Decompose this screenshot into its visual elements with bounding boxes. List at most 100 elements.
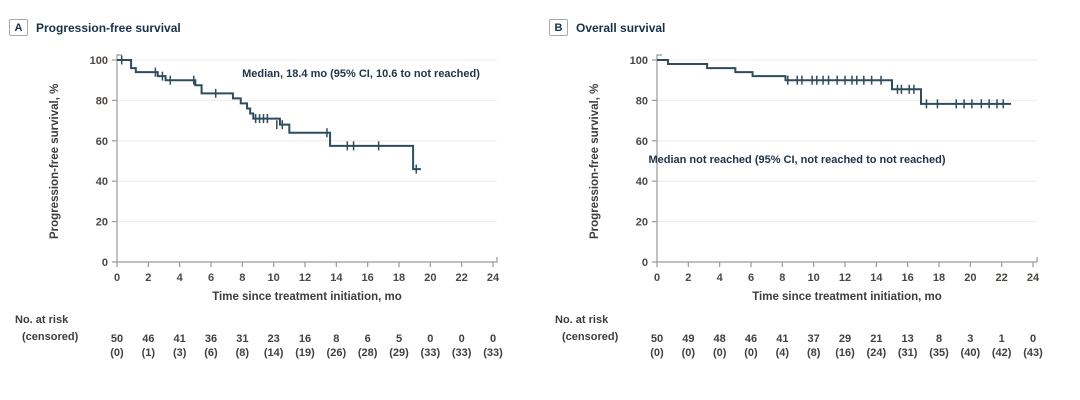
at-risk-count: 29: [839, 333, 851, 345]
at-risk-count: 16: [299, 333, 311, 345]
x-axis-ticks: 0 2 4 6 8 10 12 14 16 18 20 22 24: [114, 262, 500, 284]
at-risk-label-line2: (censored): [22, 331, 79, 343]
panel-a-y-axis-title: Progression-free survival, %: [49, 83, 61, 239]
censored-count: (19): [295, 347, 315, 359]
at-risk-count: 46: [745, 333, 757, 345]
censored-count: (4): [776, 347, 790, 359]
x-tick-label: 18: [393, 272, 405, 284]
x-tick-label: 10: [808, 272, 820, 284]
x-axis-ticks: 0 2 4 6 8 10 12 14 16 18 20 22 24: [654, 262, 1040, 284]
panel-b-y-axis-title: Progression-free survival, %: [589, 83, 601, 239]
at-risk-label-line1: No. at risk: [15, 314, 69, 326]
censored-count: (3): [173, 347, 187, 359]
at-risk-count: 46: [142, 333, 154, 345]
at-risk-count: 50: [651, 333, 663, 345]
x-tick-label: 10: [268, 272, 280, 284]
censored-count: (0): [682, 347, 696, 359]
y-tick-label: 80: [96, 95, 108, 107]
at-risk-table: 50(0)46(1)41(3)36(6)31(8)23(14)16(19)8(2…: [110, 333, 503, 359]
panel-progression-free-survival: 0 20 40 60 80 100 0 2 4 6 8 10 12 14 16 18 20 22 24 50 (0) 46…: [9, 19, 503, 359]
y-axis-ticks: 0 20 40 60 80 100: [630, 55, 657, 269]
x-tick-label: 16: [362, 272, 374, 284]
y-tick-label: 60: [96, 136, 108, 148]
panel-a-title: Progression-free survival: [36, 20, 181, 35]
panel-a-key-badge: A: [9, 19, 28, 36]
at-risk-count: 0: [459, 333, 465, 345]
at-risk-count: 50: [111, 333, 123, 345]
panel-a-median-annotation: Median, 18.4 mo (95% CI, 10.6 to not rea…: [242, 68, 480, 80]
censored-count: (33): [452, 347, 472, 359]
censored-count: (28): [358, 347, 378, 359]
censored-count: (33): [421, 347, 441, 359]
censored-count: (16): [835, 347, 855, 359]
axes: [116, 54, 498, 263]
x-tick-label: 14: [330, 272, 343, 284]
at-risk-count: 1: [999, 333, 1005, 345]
at-risk-count: 0: [427, 333, 433, 345]
panel-b-header: B Overall survival: [549, 19, 665, 36]
y-tick-label: 0: [102, 257, 108, 269]
at-risk-label-line2: (censored): [562, 331, 619, 343]
y-tick-label: 20: [636, 217, 648, 229]
x-tick-label: 8: [779, 272, 785, 284]
gridlines: [657, 59, 1037, 223]
censored-count: (8): [807, 347, 821, 359]
panel-b-title: Overall survival: [576, 20, 666, 35]
at-risk-count: 23: [268, 333, 280, 345]
at-risk-count: 37: [808, 333, 820, 345]
x-tick-label: 2: [145, 272, 151, 284]
x-tick-label: 22: [456, 272, 468, 284]
y-tick-label: 100: [630, 55, 648, 67]
at-risk-count: 13: [902, 333, 914, 345]
y-tick-label: 80: [636, 95, 648, 107]
at-risk-count: 3: [967, 333, 973, 345]
y-tick-label: 40: [96, 176, 108, 188]
x-tick-label: 24: [487, 272, 500, 284]
censored-count: (1): [142, 347, 156, 359]
x-tick-label: 22: [996, 272, 1008, 284]
censored-count: (6): [204, 347, 218, 359]
panel-b-x-axis-title: Time since treatment initiation, mo: [752, 291, 942, 303]
panel-b-median-annotation: Median not reached (95% CI, not reached …: [648, 154, 946, 166]
censor-marks: [120, 55, 417, 174]
x-tick-label: 4: [177, 272, 184, 284]
censored-count: (29): [389, 347, 409, 359]
panel-overall-survival: 0 20 40 60 80 100 0 2 4 6 8 10 12 14 16 18 20 22 24 50 (0) 49…: [540, 0, 1080, 400]
at-risk-count: 0: [490, 333, 496, 345]
censored-count: (35): [929, 347, 949, 359]
y-tick-label: 20: [96, 217, 108, 229]
censored-count: (14): [264, 347, 284, 359]
survival-curve: [117, 59, 421, 171]
at-risk-table: 50 (0) 49 (0) 48 (0) 46 (0) 41 (4) 37 (8) 29 (16) 21 (2…: [650, 333, 1043, 359]
censored-count: (0): [110, 347, 124, 359]
censored-count: (42): [992, 347, 1012, 359]
x-tick-label: 0: [654, 272, 660, 284]
x-tick-label: 4: [717, 272, 724, 284]
x-tick-label: 14: [870, 272, 883, 284]
censored-count: (33): [483, 347, 503, 359]
at-risk-count: 48: [714, 333, 726, 345]
censored-count: (31): [898, 347, 918, 359]
x-tick-label: 0: [114, 272, 120, 284]
x-tick-label: 20: [964, 272, 976, 284]
x-tick-label: 16: [902, 272, 914, 284]
x-tick-label: 18: [933, 272, 945, 284]
at-risk-count: 8: [936, 333, 942, 345]
at-risk-count: 41: [776, 333, 788, 345]
at-risk-count: 0: [1030, 333, 1036, 345]
survival-curve: [657, 59, 1012, 105]
censor-marks: [787, 75, 1004, 109]
y-tick-label: 60: [636, 136, 648, 148]
at-risk-count: 6: [365, 333, 371, 345]
x-tick-label: 24: [1027, 272, 1040, 284]
censored-count: (0): [650, 347, 664, 359]
x-tick-label: 20: [424, 272, 436, 284]
panel-a-header: A Progression-free survival: [9, 19, 181, 36]
x-tick-label: 2: [685, 272, 691, 284]
y-tick-label: 0: [642, 257, 648, 269]
y-tick-label: 100: [90, 55, 108, 67]
y-tick-label: 40: [636, 176, 648, 188]
at-risk-count: 41: [174, 333, 186, 345]
